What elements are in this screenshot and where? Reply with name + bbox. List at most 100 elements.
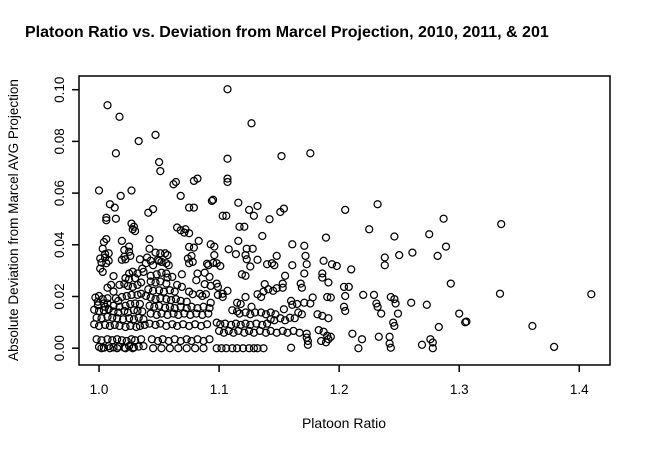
- data-point: [256, 292, 266, 302]
- data-point: [138, 307, 147, 316]
- data-point: [259, 344, 268, 353]
- data-point: [148, 261, 158, 270]
- data-point: [117, 236, 127, 246]
- data-point: [139, 315, 148, 324]
- data-point: [218, 289, 227, 298]
- data-point: [385, 332, 394, 341]
- data-point: [224, 326, 233, 336]
- data-point: [280, 316, 290, 325]
- data-point: [140, 320, 149, 330]
- y-axis-label: Absolute Deviation from Marcel AVG Proje…: [6, 79, 21, 361]
- y-tick-label: 0.06: [52, 180, 67, 206]
- data-point: [218, 211, 227, 220]
- data-point: [205, 303, 214, 313]
- data-point: [166, 295, 176, 305]
- data-point: [177, 270, 187, 279]
- data-point: [256, 308, 266, 317]
- data-point: [145, 234, 154, 244]
- data-point: [332, 261, 341, 271]
- data-point: [391, 299, 400, 308]
- data-point: [235, 222, 244, 231]
- y-tick-label: 0.00: [52, 335, 67, 361]
- data-point: [240, 222, 249, 231]
- data-point: [302, 260, 311, 269]
- data-point: [228, 344, 237, 353]
- data-point: [202, 259, 212, 268]
- data-point: [223, 85, 232, 94]
- data-point: [121, 273, 130, 283]
- data-point: [264, 285, 273, 294]
- data-point: [217, 344, 226, 353]
- data-point: [232, 344, 242, 353]
- data-point: [433, 251, 442, 261]
- data-point: [97, 344, 106, 353]
- data-point: [247, 302, 256, 311]
- data-point: [160, 303, 170, 312]
- plot-dynamic-layer: 1.0 1.1 1.2 1.3 1.4 0.00 0.02 0.04 0.06 0.08 0.10: [52, 75, 611, 397]
- data-point: [244, 205, 254, 215]
- data-point: [151, 320, 160, 330]
- data-point: [210, 242, 219, 251]
- data-point: [154, 157, 164, 167]
- data-point: [246, 310, 255, 319]
- data-point: [169, 309, 178, 318]
- data-point: [223, 174, 232, 183]
- data-point: [285, 313, 295, 322]
- data-point: [124, 314, 134, 323]
- data-point: [116, 191, 125, 201]
- data-point: [314, 325, 323, 335]
- chart-title: Platoon Ratio vs. Deviation from Marcel …: [25, 24, 549, 41]
- data-point: [199, 344, 208, 353]
- data-point: [117, 336, 127, 345]
- data-point: [380, 253, 389, 262]
- data-point: [180, 228, 189, 237]
- data-point: [407, 298, 416, 307]
- data-point: [318, 273, 327, 282]
- data-point: [115, 302, 124, 311]
- data-point: [134, 342, 143, 351]
- data-point: [288, 300, 297, 309]
- data-point: [171, 177, 181, 187]
- data-point: [100, 249, 110, 259]
- data-point: [446, 279, 455, 288]
- data-point: [202, 320, 212, 329]
- data-point: [373, 302, 382, 311]
- data-point: [235, 309, 244, 318]
- data-point: [252, 319, 261, 328]
- x-tick-label: 1.4: [570, 382, 589, 397]
- data-point: [290, 314, 299, 323]
- data-point: [549, 342, 559, 352]
- data-point: [92, 335, 101, 344]
- x-tick-label: 1.2: [330, 382, 349, 397]
- data-point: [280, 271, 290, 280]
- data-point: [288, 261, 297, 270]
- data-point: [105, 200, 115, 209]
- data-point: [188, 257, 197, 267]
- data-point: [224, 245, 233, 254]
- data-point: [300, 298, 309, 307]
- data-point: [133, 269, 142, 278]
- data-point: [128, 344, 137, 353]
- data-point: [231, 249, 241, 259]
- data-point: [261, 310, 271, 319]
- data-point: [109, 307, 118, 316]
- data-point: [326, 293, 335, 302]
- data-point: [126, 321, 135, 331]
- data-point: [194, 236, 203, 246]
- data-point: [115, 112, 124, 121]
- data-point: [267, 259, 277, 268]
- data-point: [182, 335, 191, 344]
- data-point: [455, 309, 464, 318]
- data-point: [258, 231, 267, 241]
- data-point: [441, 242, 451, 251]
- data-point: [144, 208, 153, 217]
- data-point: [126, 251, 135, 261]
- data-point: [165, 344, 175, 353]
- data-point: [136, 335, 146, 344]
- data-point: [587, 290, 596, 299]
- data-point: [428, 338, 437, 347]
- data-point: [122, 291, 131, 301]
- data-point: [159, 287, 169, 296]
- data-point: [133, 290, 142, 300]
